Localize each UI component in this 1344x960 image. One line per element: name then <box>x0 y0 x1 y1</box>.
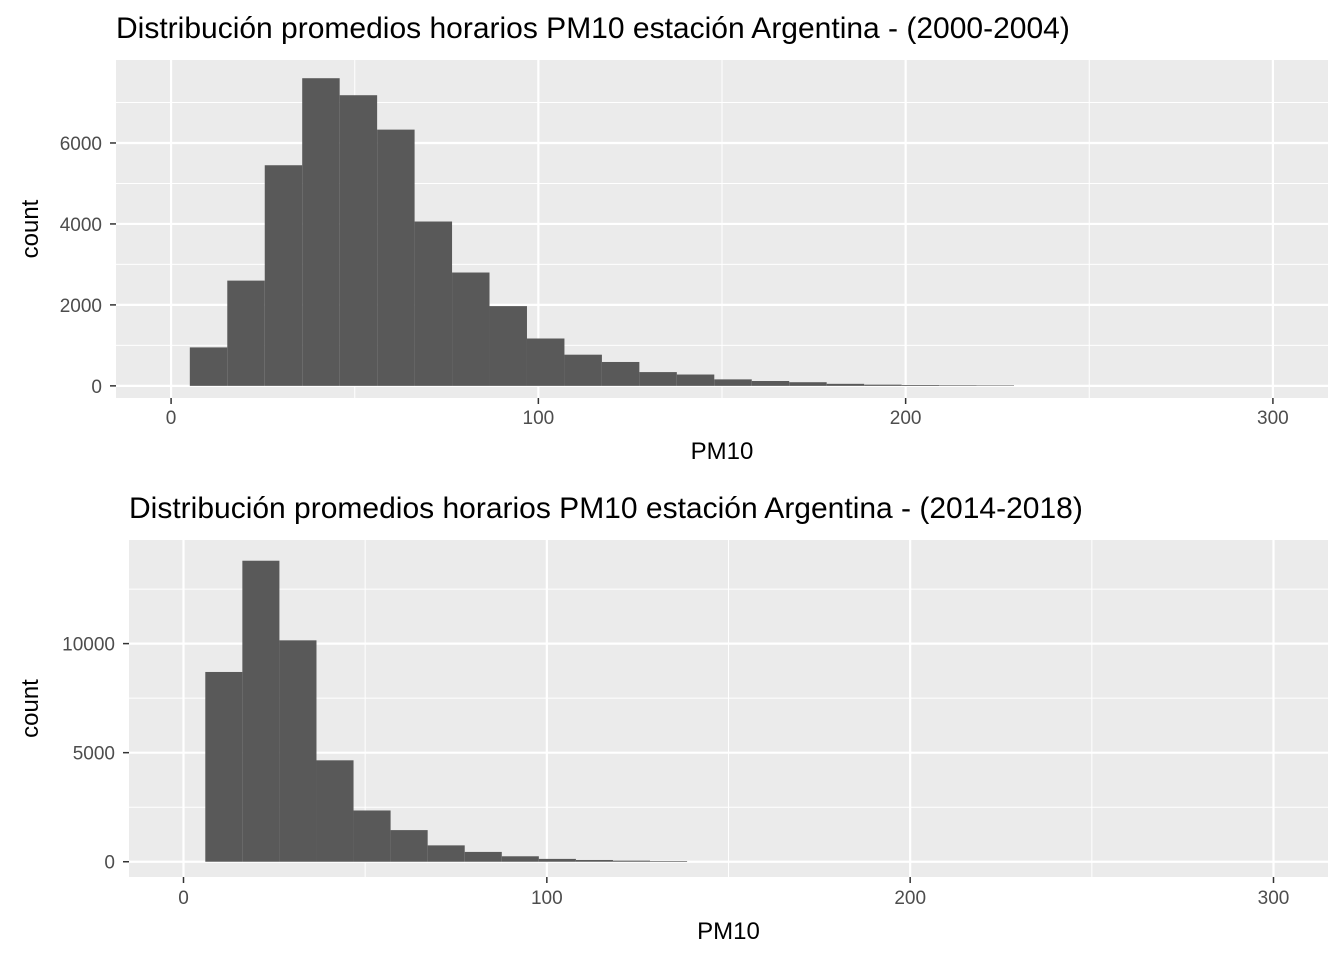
histogram-bar <box>339 95 378 386</box>
x-tick-label: 300 <box>1258 888 1290 909</box>
histogram-bar <box>390 830 428 862</box>
chart-title-top: Distribución promedios horarios PM10 est… <box>116 12 1070 45</box>
histogram-bar <box>676 374 715 386</box>
histogram-bar <box>789 382 827 386</box>
x-tick-label: 0 <box>166 408 177 429</box>
histogram-bar <box>452 272 490 386</box>
y-tick-label: 0 <box>91 377 102 398</box>
histogram-bar <box>189 347 228 386</box>
x-tick-label: 100 <box>523 408 555 429</box>
y-tick-label: 5000 <box>73 744 115 765</box>
y-tick-label: 10000 <box>62 635 115 656</box>
y-tick-label: 6000 <box>60 134 102 155</box>
x-tick-label: 200 <box>890 408 922 429</box>
histogram-bar <box>751 380 790 386</box>
histogram-bar <box>353 810 391 862</box>
histogram-bar <box>264 165 303 386</box>
histogram-bar <box>242 560 280 862</box>
histogram-bar <box>650 861 688 862</box>
histogram-bar <box>316 760 354 862</box>
histogram-bar <box>302 78 340 386</box>
y-tick-label: 4000 <box>60 215 102 236</box>
histogram-bar <box>714 379 752 386</box>
y-axis-title: count <box>17 679 44 738</box>
histogram-bar <box>639 372 677 386</box>
histogram-bar <box>279 640 317 862</box>
x-tick-label: 200 <box>894 888 926 909</box>
x-tick-label: 0 <box>178 888 189 909</box>
histogram-bar <box>826 383 865 386</box>
histogram-bar <box>901 385 940 386</box>
x-tick-label: 300 <box>1257 408 1289 429</box>
y-tick-label: 0 <box>104 853 115 874</box>
chart-title-bottom: Distribución promedios horarios PM10 est… <box>129 492 1083 525</box>
histogram-bar <box>976 385 1014 386</box>
histogram-bar <box>205 671 243 862</box>
histogram-bar <box>414 221 453 386</box>
histogram-bar <box>564 354 602 386</box>
histogram-bar <box>612 860 651 862</box>
histogram-bar <box>427 845 465 862</box>
histogram-bar <box>489 306 527 386</box>
x-axis-title: PM10 <box>697 918 760 945</box>
histogram-bar <box>464 851 502 862</box>
y-tick-label: 2000 <box>60 296 102 317</box>
histogram-bar <box>939 385 977 386</box>
histogram-bar <box>501 856 539 862</box>
histogram-bar <box>526 338 565 386</box>
histogram-bar <box>377 129 415 386</box>
x-tick-label: 100 <box>531 888 563 909</box>
histogram-bar <box>538 858 576 862</box>
histogram-bar <box>864 384 902 386</box>
histogram-bar <box>601 361 640 386</box>
x-axis-title: PM10 <box>691 438 754 465</box>
histogram-bar <box>575 859 613 862</box>
histogram-bar <box>227 280 265 386</box>
y-axis-title: count <box>17 199 44 258</box>
